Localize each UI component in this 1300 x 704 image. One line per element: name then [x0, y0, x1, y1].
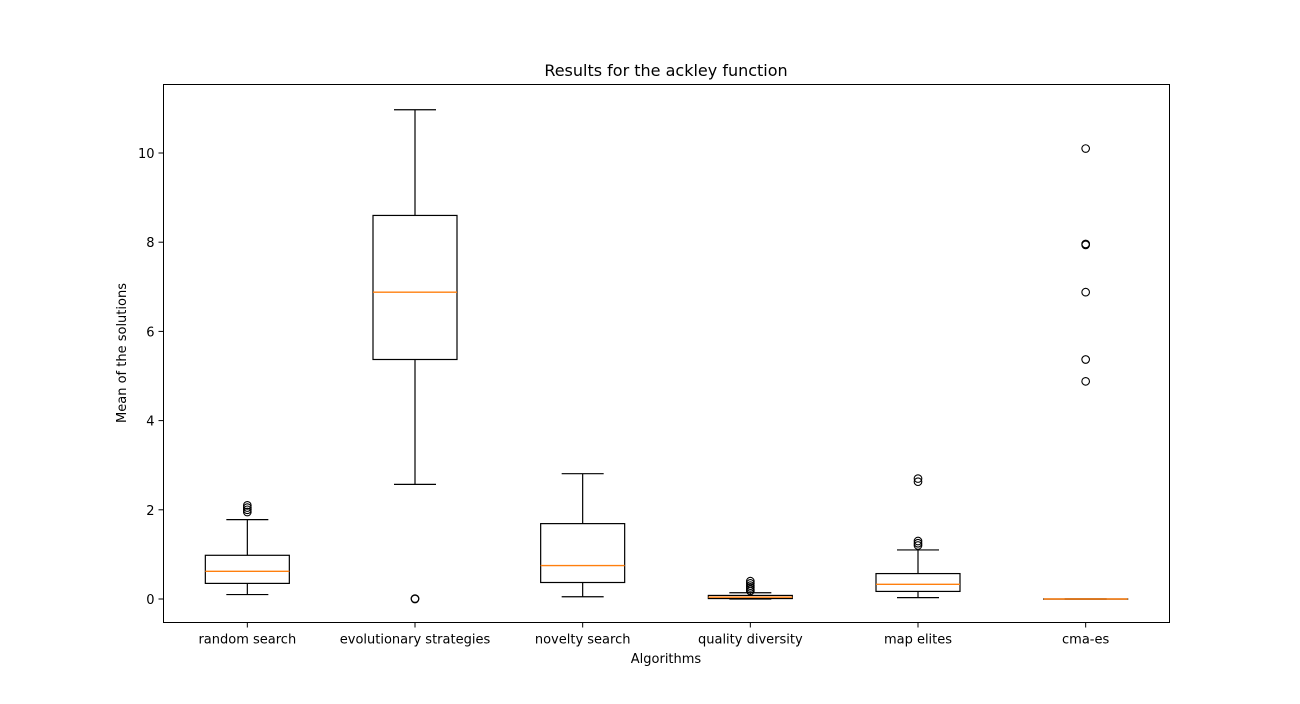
x-tick-label: random search: [198, 633, 296, 648]
y-tick-label: 8: [146, 236, 154, 251]
x-tick-label: quality diversity: [698, 633, 803, 648]
y-tick-label: 6: [146, 325, 154, 340]
chart-title: Results for the ackley function: [544, 61, 787, 80]
x-tick-label: cma-es: [1062, 633, 1109, 648]
x-tick-label: evolutionary strategies: [340, 633, 491, 648]
y-tick-label: 0: [146, 593, 154, 608]
x-axis-label: Algorithms: [631, 652, 702, 667]
x-tick-label: novelty search: [535, 633, 631, 648]
y-tick-label: 2: [146, 504, 154, 519]
x-tick-label: map elites: [884, 633, 952, 648]
y-tick-label: 10: [138, 147, 155, 162]
y-tick-label: 4: [146, 415, 154, 430]
y-axis-label: Mean of the solutions: [115, 283, 130, 423]
